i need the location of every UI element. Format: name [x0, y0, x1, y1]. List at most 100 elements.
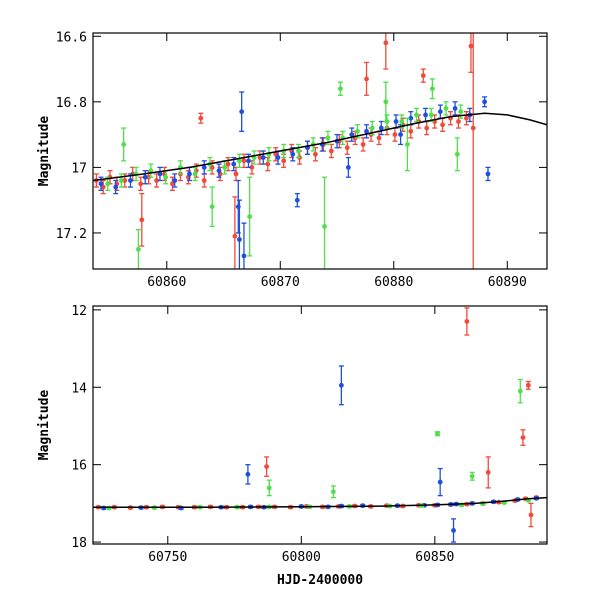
data-point: [528, 502, 534, 528]
data-point: [139, 192, 145, 247]
top-panel: 60860 60870 60880 60890 16.6 16.8 17 17.2 Magnit…: [37, 30, 548, 290]
data-point: [239, 91, 245, 132]
data-point: [468, 33, 474, 73]
data-point: [349, 127, 355, 142]
plot-area: [93, 33, 547, 269]
y-axis-label: Magnitude: [37, 390, 52, 461]
data-point: [360, 137, 366, 152]
data-point: [383, 81, 389, 123]
data-point: [440, 117, 446, 132]
plot-frame: [92, 32, 548, 270]
data-point: [428, 107, 434, 123]
data-point: [337, 81, 343, 96]
data-point: [265, 156, 271, 172]
data-point: [235, 179, 241, 234]
data-point: [429, 78, 435, 100]
data-point: [424, 120, 430, 136]
y-tick-label: 12: [71, 304, 87, 319]
data-point: [338, 365, 344, 406]
y-tick-label: 18: [71, 536, 87, 551]
model-curve: [93, 112, 547, 182]
data-point: [443, 101, 449, 116]
data-point: [105, 176, 111, 191]
data-point: [157, 166, 163, 182]
data-point: [305, 140, 311, 155]
data-point: [452, 101, 458, 116]
data-point: [201, 173, 207, 188]
data-point: [364, 124, 370, 139]
y-tick-label: 17: [71, 161, 87, 176]
y-tick-label: 16.6: [56, 30, 87, 45]
data-point: [328, 143, 334, 159]
data-point: [295, 143, 301, 159]
series-blue: [101, 365, 539, 543]
data-point: [172, 173, 178, 188]
data-point: [383, 33, 389, 70]
data-point: [249, 160, 255, 175]
y-axis-label: Magnitude: [37, 116, 52, 187]
data-point: [469, 471, 475, 481]
data-point: [142, 170, 148, 185]
data-point: [464, 307, 470, 336]
series-red: [95, 307, 539, 528]
data-point: [525, 380, 531, 390]
data-point: [330, 485, 336, 499]
series-green: [105, 78, 464, 269]
data-point: [435, 431, 441, 437]
x-tick-label: 60800: [282, 550, 321, 565]
data-point: [266, 479, 272, 497]
data-point: [378, 120, 384, 136]
data-point: [247, 176, 253, 257]
data-point: [482, 96, 488, 108]
data-point: [294, 192, 300, 208]
data-point: [485, 166, 491, 182]
data-point: [113, 179, 119, 195]
data-point: [451, 518, 457, 543]
data-point: [148, 163, 154, 178]
data-point: [232, 196, 238, 269]
data-point: [404, 117, 410, 172]
data-point: [236, 153, 242, 169]
data-point: [345, 156, 351, 178]
data-point: [101, 505, 107, 511]
data-point: [198, 112, 204, 124]
data-point: [437, 104, 443, 119]
data-point: [264, 456, 270, 477]
data-point: [135, 229, 141, 269]
data-point: [413, 107, 419, 123]
data-point: [517, 378, 523, 404]
data-point: [463, 111, 469, 126]
data-point: [178, 505, 184, 511]
data-point: [225, 156, 231, 172]
data-point: [241, 153, 247, 169]
data-point: [241, 222, 247, 269]
data-point: [138, 176, 144, 191]
bottom-panel: 60750 60800 60850 12 14 16 18 Magnitude HJD-2400…: [37, 304, 548, 588]
x-tick-label: 60890: [488, 275, 527, 290]
plot-area: [93, 307, 547, 543]
data-point: [420, 68, 426, 83]
data-point: [245, 464, 251, 485]
data-point: [392, 127, 398, 142]
data-point: [344, 140, 350, 155]
y-tick-label: 16: [71, 459, 87, 474]
data-point: [485, 456, 491, 489]
x-tick-label: 60860: [147, 275, 186, 290]
x-tick-label: 60850: [415, 550, 454, 565]
data-point: [393, 114, 399, 129]
plot-frame: [92, 305, 548, 545]
x-tick-label: 60870: [261, 275, 300, 290]
data-point: [201, 160, 207, 175]
data-point: [364, 61, 370, 96]
data-point: [133, 166, 139, 182]
data-point: [177, 160, 183, 175]
x-tick-label: 60880: [374, 275, 413, 290]
data-point: [121, 127, 127, 162]
y-tick-label: 17.2: [56, 227, 87, 242]
data-point: [470, 33, 476, 269]
data-point: [209, 186, 215, 228]
data-point: [408, 124, 414, 139]
data-point: [100, 179, 106, 195]
series-green: [106, 378, 531, 511]
